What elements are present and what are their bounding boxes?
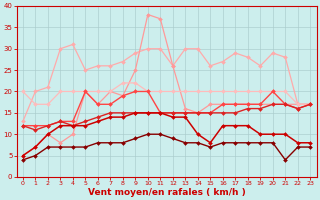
X-axis label: Vent moyen/en rafales ( km/h ): Vent moyen/en rafales ( km/h ) (88, 188, 245, 197)
